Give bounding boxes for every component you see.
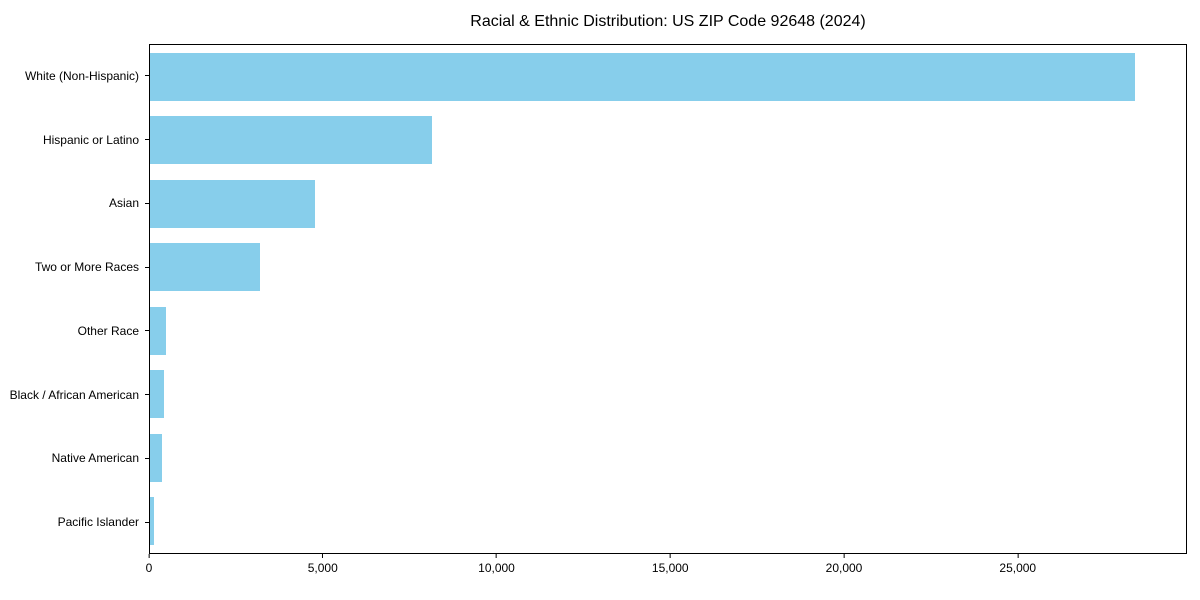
y-tick-label: Pacific Islander (57, 515, 139, 530)
y-tick-label: Native American (51, 451, 139, 466)
y-tick-label: Two or More Races (34, 260, 139, 275)
y-tick-label: Black / African American (9, 387, 139, 402)
y-tick-label: Hispanic or Latino (42, 132, 139, 147)
x-tick-mark (495, 554, 497, 558)
y-tick: White (Non-Hispanic) (25, 69, 149, 83)
x-tick-label: 10,000 (478, 561, 515, 575)
y-tick-mark (145, 394, 149, 396)
x-tick: 20,000 (825, 554, 863, 575)
x-tick-mark (148, 554, 150, 558)
bar-series (150, 45, 1186, 553)
x-tick-label: 5,000 (307, 561, 338, 575)
y-tick-label: White (Non-Hispanic) (24, 68, 139, 83)
y-tick-mark (145, 266, 149, 268)
x-tick: 5,000 (308, 554, 338, 575)
bar-row (150, 236, 1186, 300)
bar-row (150, 490, 1186, 554)
x-tick: 15,000 (652, 554, 689, 575)
bar (150, 306, 166, 355)
x-tick: 25,000 (999, 554, 1036, 575)
y-tick: Native American (52, 451, 149, 465)
y-tick: Pacific Islander (58, 515, 149, 529)
x-tick-label: 20,000 (825, 561, 863, 575)
y-tick-mark (145, 521, 149, 523)
bar-row (150, 426, 1186, 490)
y-tick-mark (145, 75, 149, 77)
y-tick: Hispanic or Latino (43, 133, 149, 147)
x-tick-label: 25,000 (999, 561, 1037, 575)
bar (150, 52, 1135, 101)
bar (150, 433, 162, 482)
y-tick-mark (145, 457, 149, 459)
bar (150, 243, 260, 292)
y-tick-mark (145, 139, 149, 141)
x-tick-mark (322, 554, 324, 558)
y-tick: Other Race (78, 324, 149, 338)
chart-title: Racial & Ethnic Distribution: US ZIP Cod… (470, 13, 866, 30)
x-tick-label: 0 (145, 561, 153, 575)
y-tick: Asian (109, 196, 149, 210)
bar (150, 497, 155, 546)
y-tick-label: Other Race (77, 323, 139, 338)
bar-row (150, 45, 1186, 109)
bar (150, 370, 164, 419)
bar (150, 179, 315, 228)
x-tick-mark (843, 554, 845, 558)
y-tick: Two or More Races (35, 260, 149, 274)
y-tick: Black / African American (10, 388, 149, 402)
bar-row (150, 109, 1186, 173)
bar (150, 116, 433, 165)
x-tick-mark (669, 554, 671, 558)
y-tick-label: Asian (108, 196, 139, 211)
y-tick-mark (145, 202, 149, 204)
bar-row (150, 363, 1186, 427)
x-tick-label: 15,000 (651, 561, 689, 575)
x-tick: 10,000 (478, 554, 515, 575)
x-tick-mark (1017, 554, 1019, 558)
x-tick: 0 (145, 554, 153, 575)
y-tick-mark (145, 330, 149, 332)
bar-row (150, 172, 1186, 236)
bar-row (150, 299, 1186, 363)
plot-area (149, 44, 1187, 554)
